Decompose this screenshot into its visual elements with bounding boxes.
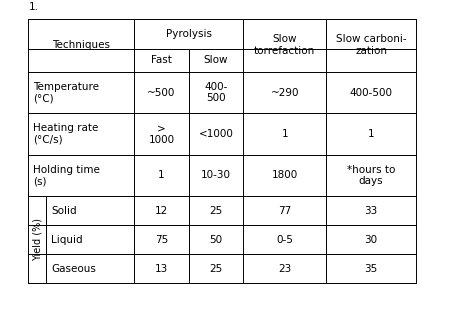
Text: 12: 12 <box>155 206 168 216</box>
Text: Fast: Fast <box>151 55 172 66</box>
Text: 13: 13 <box>155 264 168 274</box>
Text: Heating rate
(°C/s): Heating rate (°C/s) <box>33 123 99 145</box>
Text: Techniques: Techniques <box>52 40 110 50</box>
Text: 10-30: 10-30 <box>201 170 231 181</box>
Text: 77: 77 <box>278 206 291 216</box>
Text: 25: 25 <box>210 264 222 274</box>
Text: Slow carboni-
zation: Slow carboni- zation <box>336 34 406 56</box>
Text: 400-500: 400-500 <box>350 87 392 98</box>
Text: 35: 35 <box>365 264 378 274</box>
Text: Temperature
(°C): Temperature (°C) <box>33 82 99 103</box>
Text: 25: 25 <box>210 206 222 216</box>
Text: 1: 1 <box>368 129 374 139</box>
Text: 30: 30 <box>365 235 378 245</box>
Text: Yield (%): Yield (%) <box>32 218 43 261</box>
Text: Gaseous: Gaseous <box>51 264 96 274</box>
Text: ~290: ~290 <box>270 87 299 98</box>
Text: 1: 1 <box>158 170 164 181</box>
Text: Slow: Slow <box>204 55 228 66</box>
Text: 1.: 1. <box>28 2 38 12</box>
Text: Holding time
(s): Holding time (s) <box>33 165 100 186</box>
Text: 0-5: 0-5 <box>276 235 293 245</box>
Text: 33: 33 <box>365 206 378 216</box>
Text: Slow
torrefaction: Slow torrefaction <box>254 34 315 56</box>
Text: Liquid: Liquid <box>51 235 83 245</box>
Text: 400-
500: 400- 500 <box>204 82 228 103</box>
Text: <1000: <1000 <box>199 129 233 139</box>
Text: 1: 1 <box>282 129 288 139</box>
Text: *hours to
days: *hours to days <box>347 165 395 186</box>
Text: Solid: Solid <box>51 206 77 216</box>
Text: ~500: ~500 <box>147 87 175 98</box>
Text: 75: 75 <box>155 235 168 245</box>
Text: 23: 23 <box>278 264 291 274</box>
Text: 50: 50 <box>210 235 222 245</box>
Text: 1800: 1800 <box>272 170 298 181</box>
Text: Pyrolysis: Pyrolysis <box>165 29 212 39</box>
Text: >
1000: > 1000 <box>148 123 174 145</box>
